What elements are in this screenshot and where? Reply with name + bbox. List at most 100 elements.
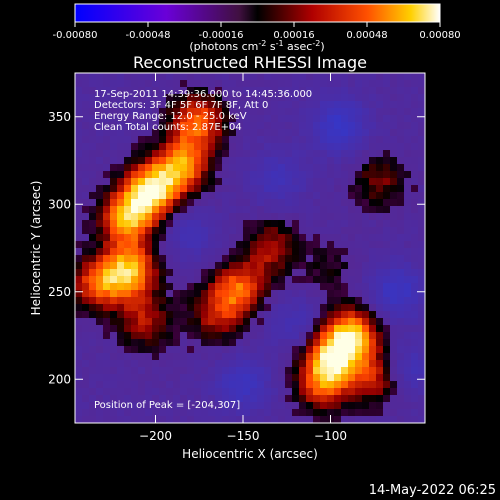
heatmap-cell xyxy=(110,129,118,137)
heatmap-cell xyxy=(243,101,251,109)
heatmap-cell xyxy=(159,101,167,109)
heatmap-cell xyxy=(166,332,174,340)
heatmap-cell xyxy=(362,143,370,151)
heatmap-cell xyxy=(89,234,97,242)
heatmap-cell xyxy=(341,395,349,403)
heatmap-cell xyxy=(397,367,405,375)
heatmap-cell xyxy=(145,283,153,291)
heatmap-cell xyxy=(278,87,286,95)
heatmap-cell xyxy=(404,157,412,165)
heatmap-cell xyxy=(404,360,412,368)
heatmap-cell xyxy=(229,150,237,158)
heatmap-cell xyxy=(75,129,83,137)
heatmap-cell xyxy=(145,325,153,333)
heatmap-cell xyxy=(229,353,237,361)
heatmap-cell xyxy=(201,108,209,116)
heatmap-cell xyxy=(292,311,300,319)
heatmap-cell xyxy=(390,304,398,312)
heatmap-cell xyxy=(117,122,125,130)
heatmap-cell xyxy=(173,150,181,158)
heatmap-cell xyxy=(292,73,300,81)
heatmap-cell xyxy=(243,206,251,214)
heatmap-cell xyxy=(201,73,209,81)
heatmap-cell xyxy=(278,409,286,417)
heatmap-cell xyxy=(75,122,83,130)
heatmap-cell xyxy=(124,248,132,256)
heatmap-cell xyxy=(292,332,300,340)
heatmap-cell xyxy=(145,150,153,158)
heatmap-cell xyxy=(75,360,83,368)
heatmap-cell xyxy=(362,381,370,389)
annotation-energy: Energy Range: 12.0 - 25.0 keV xyxy=(94,111,247,122)
heatmap-cell xyxy=(96,374,104,382)
heatmap-cell xyxy=(131,248,139,256)
heatmap-cell xyxy=(250,220,258,228)
heatmap-cell xyxy=(355,122,363,130)
heatmap-cell xyxy=(124,395,132,403)
heatmap-cell xyxy=(299,234,307,242)
heatmap-cell xyxy=(390,143,398,151)
heatmap-cell xyxy=(222,227,230,235)
heatmap-cell xyxy=(166,115,174,123)
heatmap-cell xyxy=(376,129,384,137)
heatmap-cell xyxy=(390,171,398,179)
heatmap-cell xyxy=(201,192,209,200)
heatmap-cell xyxy=(75,409,83,417)
heatmap-cell xyxy=(89,353,97,361)
heatmap-cell xyxy=(334,220,342,228)
heatmap-cell xyxy=(383,409,391,417)
heatmap-cell xyxy=(201,276,209,284)
heatmap-cell xyxy=(201,241,209,249)
heatmap-cell xyxy=(215,234,223,242)
heatmap-cell xyxy=(278,150,286,158)
heatmap-cell xyxy=(348,234,356,242)
heatmap-cell xyxy=(145,73,153,81)
heatmap-cell xyxy=(362,164,370,172)
heatmap-cell xyxy=(369,206,377,214)
heatmap-cell xyxy=(75,283,83,291)
heatmap-cell xyxy=(215,360,223,368)
heatmap-cell xyxy=(383,311,391,319)
heatmap-cell xyxy=(341,234,349,242)
heatmap-cell xyxy=(292,220,300,228)
heatmap-cell xyxy=(355,374,363,382)
heatmap-cell xyxy=(271,283,279,291)
heatmap-cell xyxy=(334,171,342,179)
heatmap-cell xyxy=(229,388,237,396)
heatmap-cell xyxy=(355,409,363,417)
heatmap-cell xyxy=(159,199,167,207)
heatmap-cell xyxy=(334,318,342,326)
heatmap-cell xyxy=(124,192,132,200)
heatmap-cell xyxy=(166,409,174,417)
heatmap xyxy=(75,73,425,423)
heatmap-cell xyxy=(152,248,160,256)
heatmap-cell xyxy=(173,171,181,179)
heatmap-cell xyxy=(320,283,328,291)
heatmap-cell xyxy=(229,374,237,382)
heatmap-cell xyxy=(285,206,293,214)
heatmap-cell xyxy=(362,374,370,382)
heatmap-cell xyxy=(166,136,174,144)
heatmap-cell xyxy=(222,262,230,270)
heatmap-cell xyxy=(222,234,230,242)
heatmap-cell xyxy=(362,318,370,326)
heatmap-cell xyxy=(166,276,174,284)
heatmap-cell xyxy=(411,276,419,284)
heatmap-cell xyxy=(355,416,363,423)
heatmap-cell xyxy=(180,115,188,123)
heatmap-cell xyxy=(306,311,314,319)
heatmap-cell xyxy=(82,171,90,179)
heatmap-cell xyxy=(229,318,237,326)
heatmap-cell xyxy=(404,192,412,200)
heatmap-cell xyxy=(187,325,195,333)
heatmap-cell xyxy=(124,185,132,193)
heatmap-cell xyxy=(194,122,202,130)
heatmap-cell xyxy=(131,108,139,116)
heatmap-cell xyxy=(96,318,104,326)
heatmap-cell xyxy=(75,185,83,193)
heatmap-cell xyxy=(243,178,251,186)
heatmap-cell xyxy=(271,192,279,200)
heatmap-cell xyxy=(383,157,391,165)
heatmap-cell xyxy=(376,213,384,221)
heatmap-cell xyxy=(229,255,237,263)
